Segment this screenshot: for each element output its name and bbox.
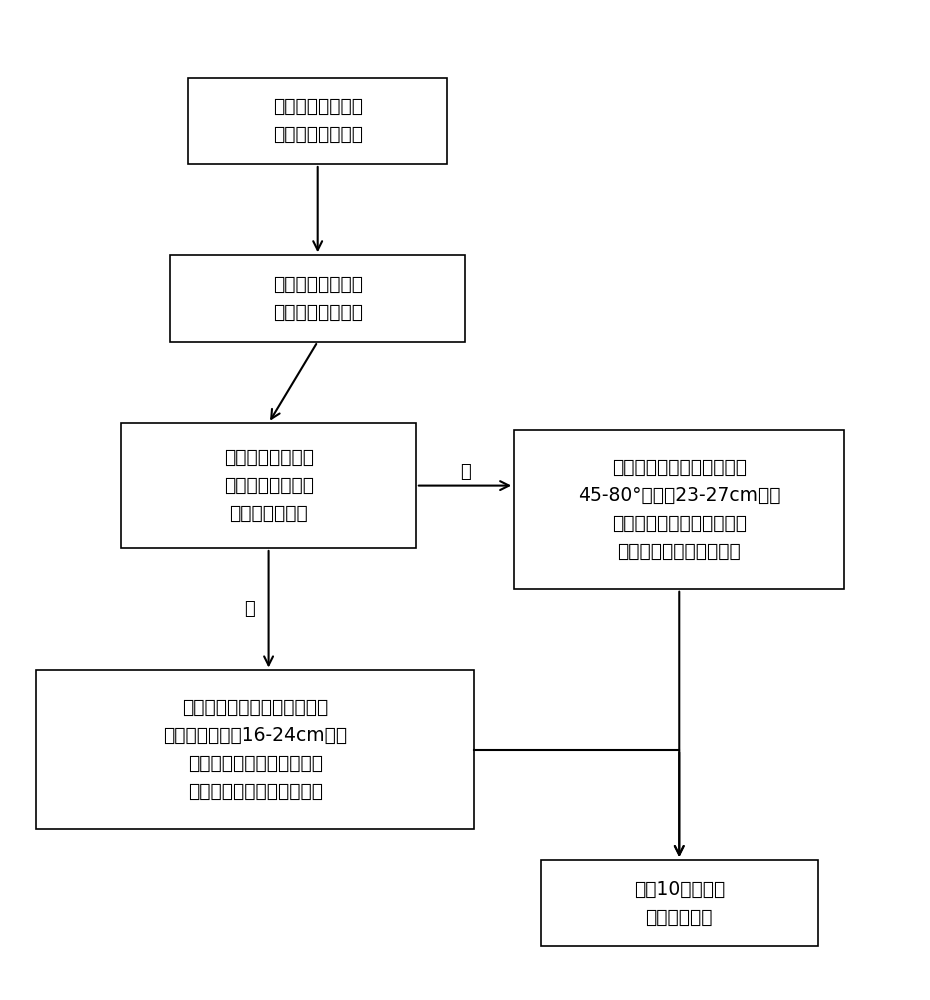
- Text: 镜头置于与目标皮瓣平面成
45-80°且相距23-27cm的位
置，拍照设备设定为近拍模
式、标准色彩和闪光模式: 镜头置于与目标皮瓣平面成 45-80°且相距23-27cm的位 置，拍照设备设定…: [578, 458, 780, 561]
- FancyBboxPatch shape: [514, 430, 844, 589]
- Text: 连拍10张照片，
选择一张储存: 连拍10张照片， 选择一张储存: [633, 880, 724, 927]
- FancyBboxPatch shape: [188, 78, 447, 164]
- FancyBboxPatch shape: [170, 255, 465, 342]
- Text: 对所需采集的目标
皮瓣进行光源照射: 对所需采集的目标 皮瓣进行光源照射: [272, 275, 363, 322]
- FancyBboxPatch shape: [36, 670, 474, 829]
- Text: 采集目标皮瓣的图
像，判断目标皮瓣
是否位于口腔内: 采集目标皮瓣的图 像，判断目标皮瓣 是否位于口腔内: [223, 448, 313, 523]
- Text: 镜头置于与被检查者同一水平
面且垂直距离为16-24cm的位
置，拍照设备设定为近拍模
式、标准色彩和无闪光模式: 镜头置于与被检查者同一水平 面且垂直距离为16-24cm的位 置，拍照设备设定为…: [163, 698, 347, 801]
- Text: 是: 是: [459, 463, 471, 481]
- FancyBboxPatch shape: [121, 423, 416, 548]
- Text: 否: 否: [245, 600, 255, 618]
- Text: 将被检查者取半卧
位安置于病房室内: 将被检查者取半卧 位安置于病房室内: [272, 97, 363, 144]
- FancyBboxPatch shape: [541, 860, 817, 946]
